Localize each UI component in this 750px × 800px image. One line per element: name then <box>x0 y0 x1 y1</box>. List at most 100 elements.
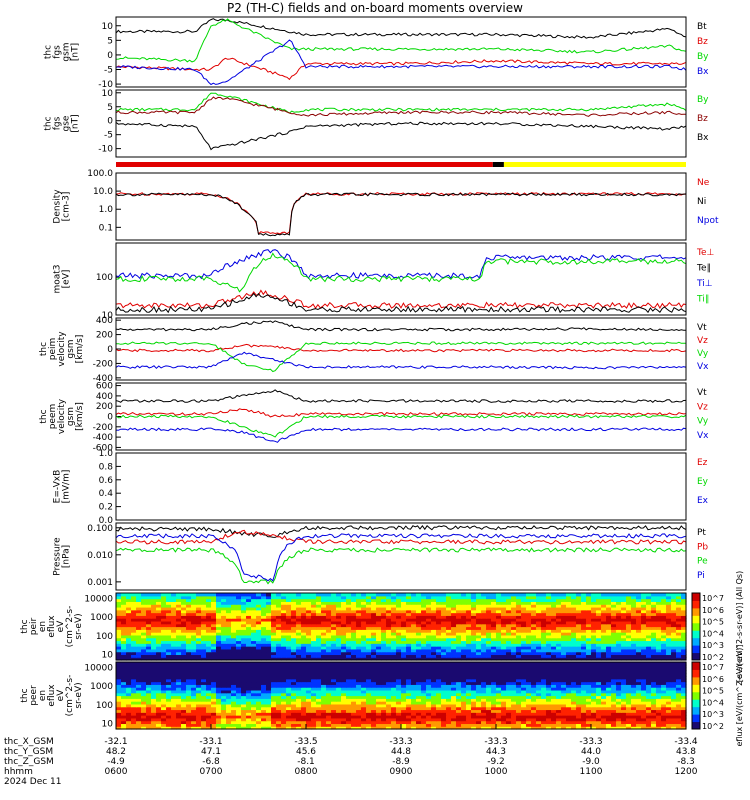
spectrogram-cell <box>491 598 497 602</box>
spectrogram-cell <box>626 620 632 625</box>
spectrogram-cell <box>151 709 157 713</box>
spectrogram-cell <box>631 703 637 708</box>
spectrogram-cell <box>666 695 672 699</box>
spectrogram-cell <box>436 726 442 730</box>
spectrogram-cell <box>586 723 592 727</box>
spectrogram-cell <box>626 715 632 719</box>
spectrogram-cell <box>616 604 622 608</box>
spectrogram-cell <box>541 678 547 683</box>
spectrogram-cell <box>151 615 157 619</box>
spectrogram-cell <box>546 687 552 691</box>
spectrogram-cell <box>496 681 502 685</box>
spectrogram-cell <box>671 709 677 713</box>
spectrogram-cell <box>181 651 187 656</box>
spectrogram-cell <box>226 712 232 716</box>
spectrogram-cell <box>346 684 352 688</box>
spectrogram-cell <box>306 643 312 647</box>
spectrogram-cell <box>401 620 407 625</box>
spectrogram-cell <box>376 623 382 628</box>
spectrogram-cell <box>451 643 457 647</box>
spectrogram-cell <box>546 695 552 699</box>
spectrogram-cell <box>256 703 262 708</box>
spectrogram-cell <box>311 615 317 619</box>
spectrogram-cell <box>116 717 122 722</box>
spectrogram-cell <box>671 695 677 699</box>
spectrogram-cell <box>351 640 357 644</box>
spectrogram-cell <box>561 726 567 730</box>
spectrogram-cell <box>676 620 682 625</box>
spectrogram-cell <box>371 715 377 719</box>
spectrogram-cell <box>176 632 182 636</box>
spectrogram-cell <box>196 595 202 600</box>
spectrogram-cell <box>651 618 657 622</box>
spectrogram-cell <box>551 695 557 699</box>
spectrogram-cell <box>556 601 562 605</box>
spectrogram-cell <box>171 726 177 730</box>
spectrogram-cell <box>656 606 662 611</box>
spectrogram-cell <box>501 692 507 697</box>
spectrogram-cell <box>271 604 277 608</box>
spectrogram-cell <box>536 723 542 727</box>
spectrogram-cell <box>196 654 202 658</box>
spectrogram-cell <box>296 629 302 633</box>
spectrogram-cell <box>371 657 377 661</box>
spectrogram-cell <box>506 615 512 619</box>
spectrogram-cell <box>371 618 377 622</box>
spectrogram-cell <box>201 687 207 691</box>
spectrogram-cell <box>146 593 152 597</box>
spectrogram-cell <box>421 678 427 683</box>
spectrogram-cell <box>616 657 622 661</box>
spectrogram-cell <box>311 620 317 625</box>
spectrogram-cell <box>601 723 607 727</box>
spectrogram-cell <box>601 601 607 605</box>
spectrogram-cell <box>606 701 612 705</box>
spectrogram-cell <box>546 623 552 628</box>
spectrogram-cell <box>451 623 457 628</box>
spectrogram-cell <box>601 701 607 705</box>
spectrogram-cell <box>491 606 497 611</box>
spectrogram-cell <box>186 626 192 630</box>
spectrogram-cell <box>351 612 357 616</box>
spectrogram-cell <box>186 632 192 636</box>
spectrogram-cell <box>671 646 677 650</box>
spectrogram-cell <box>661 720 667 725</box>
spectrogram-cell <box>601 612 607 616</box>
spectrogram-cell <box>426 643 432 647</box>
spectrogram-cell <box>591 612 597 616</box>
spectrogram-cell <box>161 646 167 650</box>
spectrogram-cell <box>206 620 212 625</box>
spectrogram-cell <box>391 687 397 691</box>
spectrogram-cell <box>271 684 277 688</box>
spectrogram-cell <box>236 703 242 708</box>
spectrogram-cell <box>386 646 392 650</box>
spectrogram-cell <box>551 703 557 708</box>
spectrogram-cell <box>261 726 267 730</box>
spectrogram-cell <box>266 632 272 636</box>
spectrogram-cell <box>316 657 322 661</box>
spectrogram-cell <box>676 651 682 656</box>
spectrogram-cell <box>476 681 482 685</box>
spectrogram-cell <box>571 720 577 725</box>
spectrogram-cell <box>481 646 487 650</box>
spectrogram-cell <box>301 689 307 694</box>
spectrogram-cell <box>636 695 642 699</box>
spectrogram-cell <box>191 723 197 727</box>
spectrogram-cell <box>646 615 652 619</box>
spectrogram-cell <box>376 723 382 727</box>
spectrogram-cell <box>566 618 572 622</box>
spectrogram-cell <box>606 703 612 708</box>
spectrogram-cell <box>341 601 347 605</box>
spectrogram-cell <box>356 640 362 644</box>
spectrogram-cell <box>186 657 192 661</box>
spectrogram-cell <box>306 720 312 725</box>
spectrogram-cell <box>411 681 417 685</box>
spectrogram-cell <box>211 715 217 719</box>
spectrogram-cell <box>166 632 172 636</box>
spectrogram-cell <box>351 632 357 636</box>
spectrogram-cell <box>451 717 457 722</box>
spectrogram-cell <box>446 657 452 661</box>
spectrogram-cell <box>506 637 512 642</box>
spectrogram-cell <box>256 629 262 633</box>
spectrogram-cell <box>491 648 497 653</box>
spectrogram-cell <box>136 726 142 730</box>
